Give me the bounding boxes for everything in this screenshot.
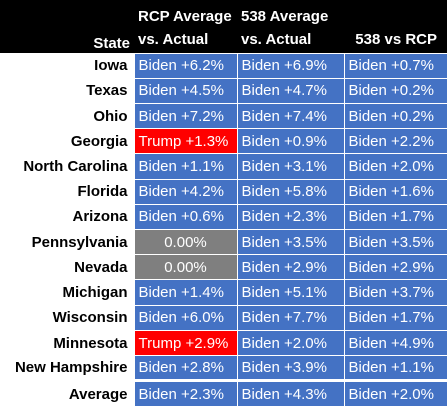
average-row: Average Biden +2.3% Biden +4.3% Biden +2.0% (0, 379, 447, 406)
rcp-vs-actual-cell: Biden +1.1% (133, 153, 237, 180)
state-name: Iowa (0, 52, 134, 79)
table-row: Iowa Biden +6.2% Biden +6.9% Biden +0.7% (0, 52, 447, 79)
table-row: Arizona Biden +0.6% Biden +2.3% Biden +1.7% (0, 203, 447, 230)
header-538-vs-rcp: 538 vs RCP (344, 26, 447, 53)
state-name: Texas (0, 77, 134, 104)
fte-vs-actual-cell: Biden +0.9% (236, 128, 344, 154)
rcp-vs-actual-cell: Biden +7.2% (133, 102, 237, 129)
table-row: New Hampshire Biden +2.8% Biden +3.9% Biden… (0, 355, 447, 381)
rcp-vs-actual-cell: Biden +1.4% (133, 279, 237, 306)
state-name: Florida (0, 178, 134, 205)
rcp-vs-actual-cell: 0.00% (133, 229, 237, 255)
state-name: Michigan (0, 279, 134, 306)
state-name: Nevada (0, 254, 134, 280)
fte-vs-rcp-cell: Biden +2.0% (343, 153, 447, 180)
state-name: Pennsylvania (0, 229, 134, 255)
rcp-vs-actual-cell: Biden +2.8% (133, 355, 237, 381)
state-name: North Carolina (0, 153, 134, 180)
table-header: State RCP Average 538 Average vs. Actual… (0, 0, 447, 53)
fte-vs-rcp-cell: Biden +1.7% (343, 304, 447, 331)
fte-vs-actual-cell: Biden +5.1% (236, 279, 344, 306)
state-name: Georgia (0, 128, 134, 154)
fte-vs-actual-cell: Biden +3.9% (236, 355, 344, 381)
rcp-vs-actual-cell: Biden +6.2% (133, 52, 237, 79)
state-name: Minnesota (0, 329, 134, 356)
rcp-vs-actual-cell: Biden +2.3% (133, 379, 237, 406)
fte-vs-rcp-cell: Biden +2.9% (343, 254, 447, 280)
state-name: Ohio (0, 102, 134, 129)
header-state: State (0, 0, 134, 53)
fte-vs-rcp-cell: Biden +1.7% (343, 203, 447, 230)
fte-vs-actual-cell: Biden +4.7% (236, 77, 344, 104)
average-label: Average (0, 379, 134, 406)
table-row: Michigan Biden +1.4% Biden +5.1% Biden +3.7… (0, 279, 447, 306)
fte-vs-actual-cell: Biden +2.9% (236, 254, 344, 280)
header-blank (344, 0, 447, 26)
rcp-vs-actual-cell: Biden +0.6% (133, 203, 237, 230)
header-rcp-line2: vs. Actual (134, 26, 237, 53)
header-538-line2: vs. Actual (237, 26, 344, 53)
table-row: Georgia Trump +1.3% Biden +0.9% Biden +2.2% (0, 128, 447, 154)
fte-vs-actual-cell: Biden +3.5% (236, 229, 344, 255)
fte-vs-actual-cell: Biden +7.7% (236, 304, 344, 331)
fte-vs-actual-cell: Biden +4.3% (236, 379, 344, 406)
fte-vs-rcp-cell: Biden +3.7% (343, 279, 447, 306)
header-538-line1: 538 Average (237, 0, 344, 26)
rcp-vs-actual-cell: Trump +2.9% (133, 329, 237, 356)
header-row-top: State RCP Average 538 Average (0, 0, 447, 53)
table-row: Pennsylvania 0.00% Biden +3.5% Biden +3.5% (0, 229, 447, 255)
header-row-bottom: vs. Actual vs. Actual 538 vs RCP (0, 26, 447, 53)
fte-vs-actual-cell: Biden +7.4% (236, 102, 344, 129)
state-name: Arizona (0, 203, 134, 230)
table-row: Ohio Biden +7.2% Biden +7.4% Biden +0.2% (0, 102, 447, 129)
table-row: Wisconsin Biden +6.0% Biden +7.7% Biden +1.… (0, 304, 447, 331)
fte-vs-actual-cell: Biden +3.1% (236, 153, 344, 180)
fte-vs-rcp-cell: Biden +0.7% (343, 52, 447, 79)
fte-vs-rcp-cell: Biden +0.2% (343, 77, 447, 104)
fte-vs-actual-cell: Biden +2.0% (236, 329, 344, 356)
state-name: New Hampshire (0, 355, 134, 381)
fte-vs-rcp-cell: Biden +2.0% (343, 379, 447, 406)
fte-vs-actual-cell: Biden +2.3% (236, 203, 344, 230)
fte-vs-rcp-cell: Biden +2.2% (343, 128, 447, 154)
table-row: North Carolina Biden +1.1% Biden +3.1% Bide… (0, 153, 447, 180)
table-row: Nevada 0.00% Biden +2.9% Biden +2.9% (0, 254, 447, 280)
fte-vs-rcp-cell: Biden +1.6% (343, 178, 447, 205)
fte-vs-actual-cell: Biden +5.8% (236, 178, 344, 205)
rcp-vs-actual-cell: 0.00% (133, 254, 237, 280)
header-rcp-line1: RCP Average (134, 0, 237, 26)
table-row: Texas Biden +4.5% Biden +4.7% Biden +0.2% (0, 77, 447, 104)
rcp-vs-actual-cell: Biden +6.0% (133, 304, 237, 331)
fte-vs-actual-cell: Biden +6.9% (236, 52, 344, 79)
rcp-vs-actual-cell: Biden +4.2% (133, 178, 237, 205)
rcp-vs-actual-cell: Trump +1.3% (133, 128, 237, 154)
fte-vs-rcp-cell: Biden +1.1% (343, 355, 447, 381)
rcp-vs-actual-cell: Biden +4.5% (133, 77, 237, 104)
table-body: Iowa Biden +6.2% Biden +6.9% Biden +0.7% Tex… (0, 52, 447, 406)
state-name: Wisconsin (0, 304, 134, 331)
table-row: Minnesota Trump +2.9% Biden +2.0% Biden +4.… (0, 329, 447, 356)
fte-vs-rcp-cell: Biden +3.5% (343, 229, 447, 255)
table-row: Florida Biden +4.2% Biden +5.8% Biden +1.6% (0, 178, 447, 205)
fte-vs-rcp-cell: Biden +4.9% (343, 329, 447, 356)
fte-vs-rcp-cell: Biden +0.2% (343, 102, 447, 129)
